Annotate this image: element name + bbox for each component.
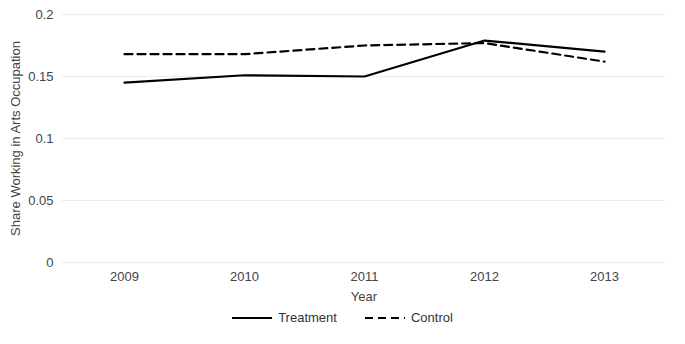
svg-text:2011: 2011 [351, 269, 379, 284]
svg-text:2013: 2013 [590, 269, 619, 284]
svg-text:0.1: 0.1 [35, 131, 53, 146]
svg-text:0: 0 [46, 255, 53, 270]
svg-text:0.05: 0.05 [28, 193, 53, 208]
svg-text:2012: 2012 [470, 269, 499, 284]
svg-text:0.15: 0.15 [28, 69, 53, 84]
html-text:Treatment: Treatment [278, 310, 337, 325]
svg-text:Share Working in Arts Occupati: Share Working in Arts Occupation [8, 41, 23, 236]
svg-text:0.2: 0.2 [35, 7, 53, 22]
svg-text:2010: 2010 [230, 269, 259, 284]
html-text:Control: Control [410, 310, 453, 325]
svg-text:Year: Year [351, 289, 378, 304]
svg-text:2009: 2009 [110, 269, 139, 284]
